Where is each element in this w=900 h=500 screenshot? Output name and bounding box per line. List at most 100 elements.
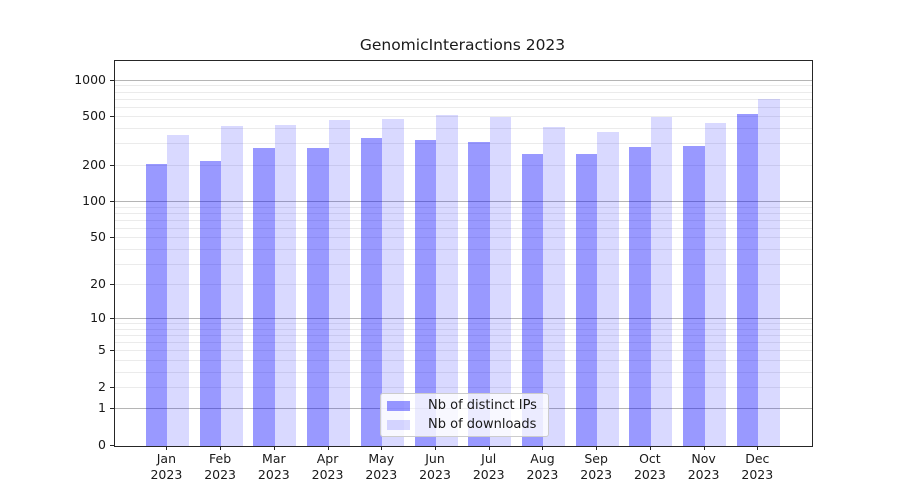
y-tick-label-0: 0 [98, 437, 106, 452]
gridline-minor-7 [115, 335, 812, 337]
y-tick-label-200: 200 [82, 156, 106, 172]
y-tick-mark-10 [110, 318, 114, 320]
month-label: Jan [156, 451, 177, 466]
y-tick-mark-0 [110, 445, 114, 446]
legend-label-distinct-ips: Nb of distinct IPs [428, 398, 537, 413]
bar-distinct-ips-mar [253, 147, 275, 446]
y-tick-label-100: 100 [82, 193, 106, 209]
gridline-minor-200 [115, 164, 812, 166]
legend: Nb of distinct IPs Nb of downloads [380, 393, 549, 437]
bar-downloads-jul [489, 116, 512, 446]
bar-distinct-ips-oct [629, 147, 651, 446]
legend-label-downloads: Nb of downloads [428, 417, 537, 432]
x-tick-label-aug: Aug 2023 [510, 451, 574, 483]
bar-distinct-ips-nov [683, 146, 705, 446]
y-tick-mark-500 [110, 116, 114, 118]
bar-distinct-ips-aug [521, 154, 544, 446]
x-tick-label-may: May 2023 [349, 451, 413, 483]
year-label: 2023 [150, 467, 183, 482]
x-tick-label-nov: Nov 2023 [672, 451, 736, 483]
bar-distinct-ips-apr [307, 148, 329, 446]
y-tick-label-5: 5 [98, 342, 106, 358]
y-tick-mark-50 [110, 237, 114, 239]
month-label: Oct [639, 451, 661, 466]
y-tick-label-1: 1 [98, 400, 106, 416]
plot-area: Nb of distinct IPs Nb of downloads [114, 60, 813, 447]
gridline-minor-30 [115, 263, 812, 265]
year-label: 2023 [580, 467, 613, 482]
year-label: 2023 [257, 467, 290, 482]
y-tick-label-500: 500 [82, 108, 106, 124]
month-label: Mar [262, 451, 286, 466]
x-tick-mark-oct [649, 446, 651, 450]
gridline-minor-400 [115, 128, 812, 130]
bar-downloads-apr [328, 120, 351, 446]
y-tick-label-10: 10 [90, 310, 106, 326]
x-tick-label-mar: Mar 2023 [242, 451, 306, 483]
gridline-minor-3 [115, 371, 812, 373]
legend-swatch-downloads [387, 419, 410, 430]
month-label: Jun [425, 451, 445, 466]
x-tick-label-dec: Dec 2023 [725, 451, 789, 483]
bar-downloads-nov [704, 122, 727, 446]
gridline-minor-50 [115, 237, 812, 239]
legend-item-downloads: Nb of downloads [387, 415, 542, 434]
month-label: Apr [316, 451, 339, 466]
x-tick-mark-mar [273, 446, 275, 450]
bar-distinct-ips-sep [575, 153, 598, 446]
x-tick-mark-jun [435, 446, 436, 450]
year-label: 2023 [633, 467, 666, 482]
bar-downloads-jun [436, 115, 458, 446]
y-tick-label-50: 50 [90, 229, 106, 245]
bar-downloads-jan [167, 135, 189, 446]
bar-downloads-feb [221, 126, 243, 446]
gridline-minor-6 [115, 342, 812, 344]
gridline-major-10 [115, 318, 812, 320]
month-label: Aug [530, 451, 555, 466]
x-tick-label-sep: Sep 2023 [564, 451, 628, 483]
x-tick-mark-sep [596, 446, 598, 450]
year-label: 2023 [741, 467, 774, 482]
x-tick-mark-aug [542, 446, 544, 450]
y-tick-label-20: 20 [90, 276, 106, 292]
year-label: 2023 [526, 467, 559, 482]
month-label: Dec [745, 451, 770, 466]
gridline-minor-500 [115, 116, 812, 118]
legend-item-distinct-ips: Nb of distinct IPs [387, 396, 542, 415]
gridline-minor-300 [115, 143, 812, 145]
gridline-major-100 [115, 201, 812, 203]
x-tick-label-apr: Apr 2023 [296, 451, 360, 483]
bar-distinct-ips-feb [199, 161, 222, 446]
month-label: Sep [584, 451, 608, 466]
bar-distinct-ips-jan [145, 164, 168, 446]
bar-distinct-ips-jul [468, 141, 490, 446]
gridline-minor-40 [115, 248, 812, 250]
month-label: Nov [691, 451, 716, 466]
x-tick-label-jun: Jun 2023 [403, 451, 467, 483]
x-tick-mark-nov [703, 446, 705, 450]
gridline-minor-800 [115, 91, 812, 93]
gridline-minor-20 [115, 284, 812, 286]
y-tick-mark-200 [110, 164, 114, 166]
gridline-minor-900 [115, 85, 812, 87]
gridline-minor-8 [115, 328, 812, 330]
bar-downloads-may [382, 118, 404, 446]
y-tick-label-2: 2 [98, 378, 106, 394]
x-tick-mark-jul [488, 446, 490, 450]
gridline-minor-700 [115, 98, 812, 100]
y-tick-label-1000: 1000 [74, 71, 106, 87]
year-label: 2023 [419, 467, 451, 482]
bar-downloads-dec [758, 99, 780, 446]
month-label: Jul [481, 451, 497, 466]
y-tick-mark-2 [110, 386, 114, 388]
gridline-minor-5 [115, 350, 812, 352]
year-label: 2023 [687, 467, 720, 482]
y-tick-mark-1000 [110, 79, 114, 81]
year-label: 2023 [204, 467, 237, 482]
y-tick-mark-1 [110, 408, 114, 410]
year-label: 2023 [472, 467, 505, 482]
legend-swatch-distinct-ips [387, 400, 410, 411]
gridline-minor-2 [115, 386, 812, 388]
month-label: May [368, 451, 395, 466]
